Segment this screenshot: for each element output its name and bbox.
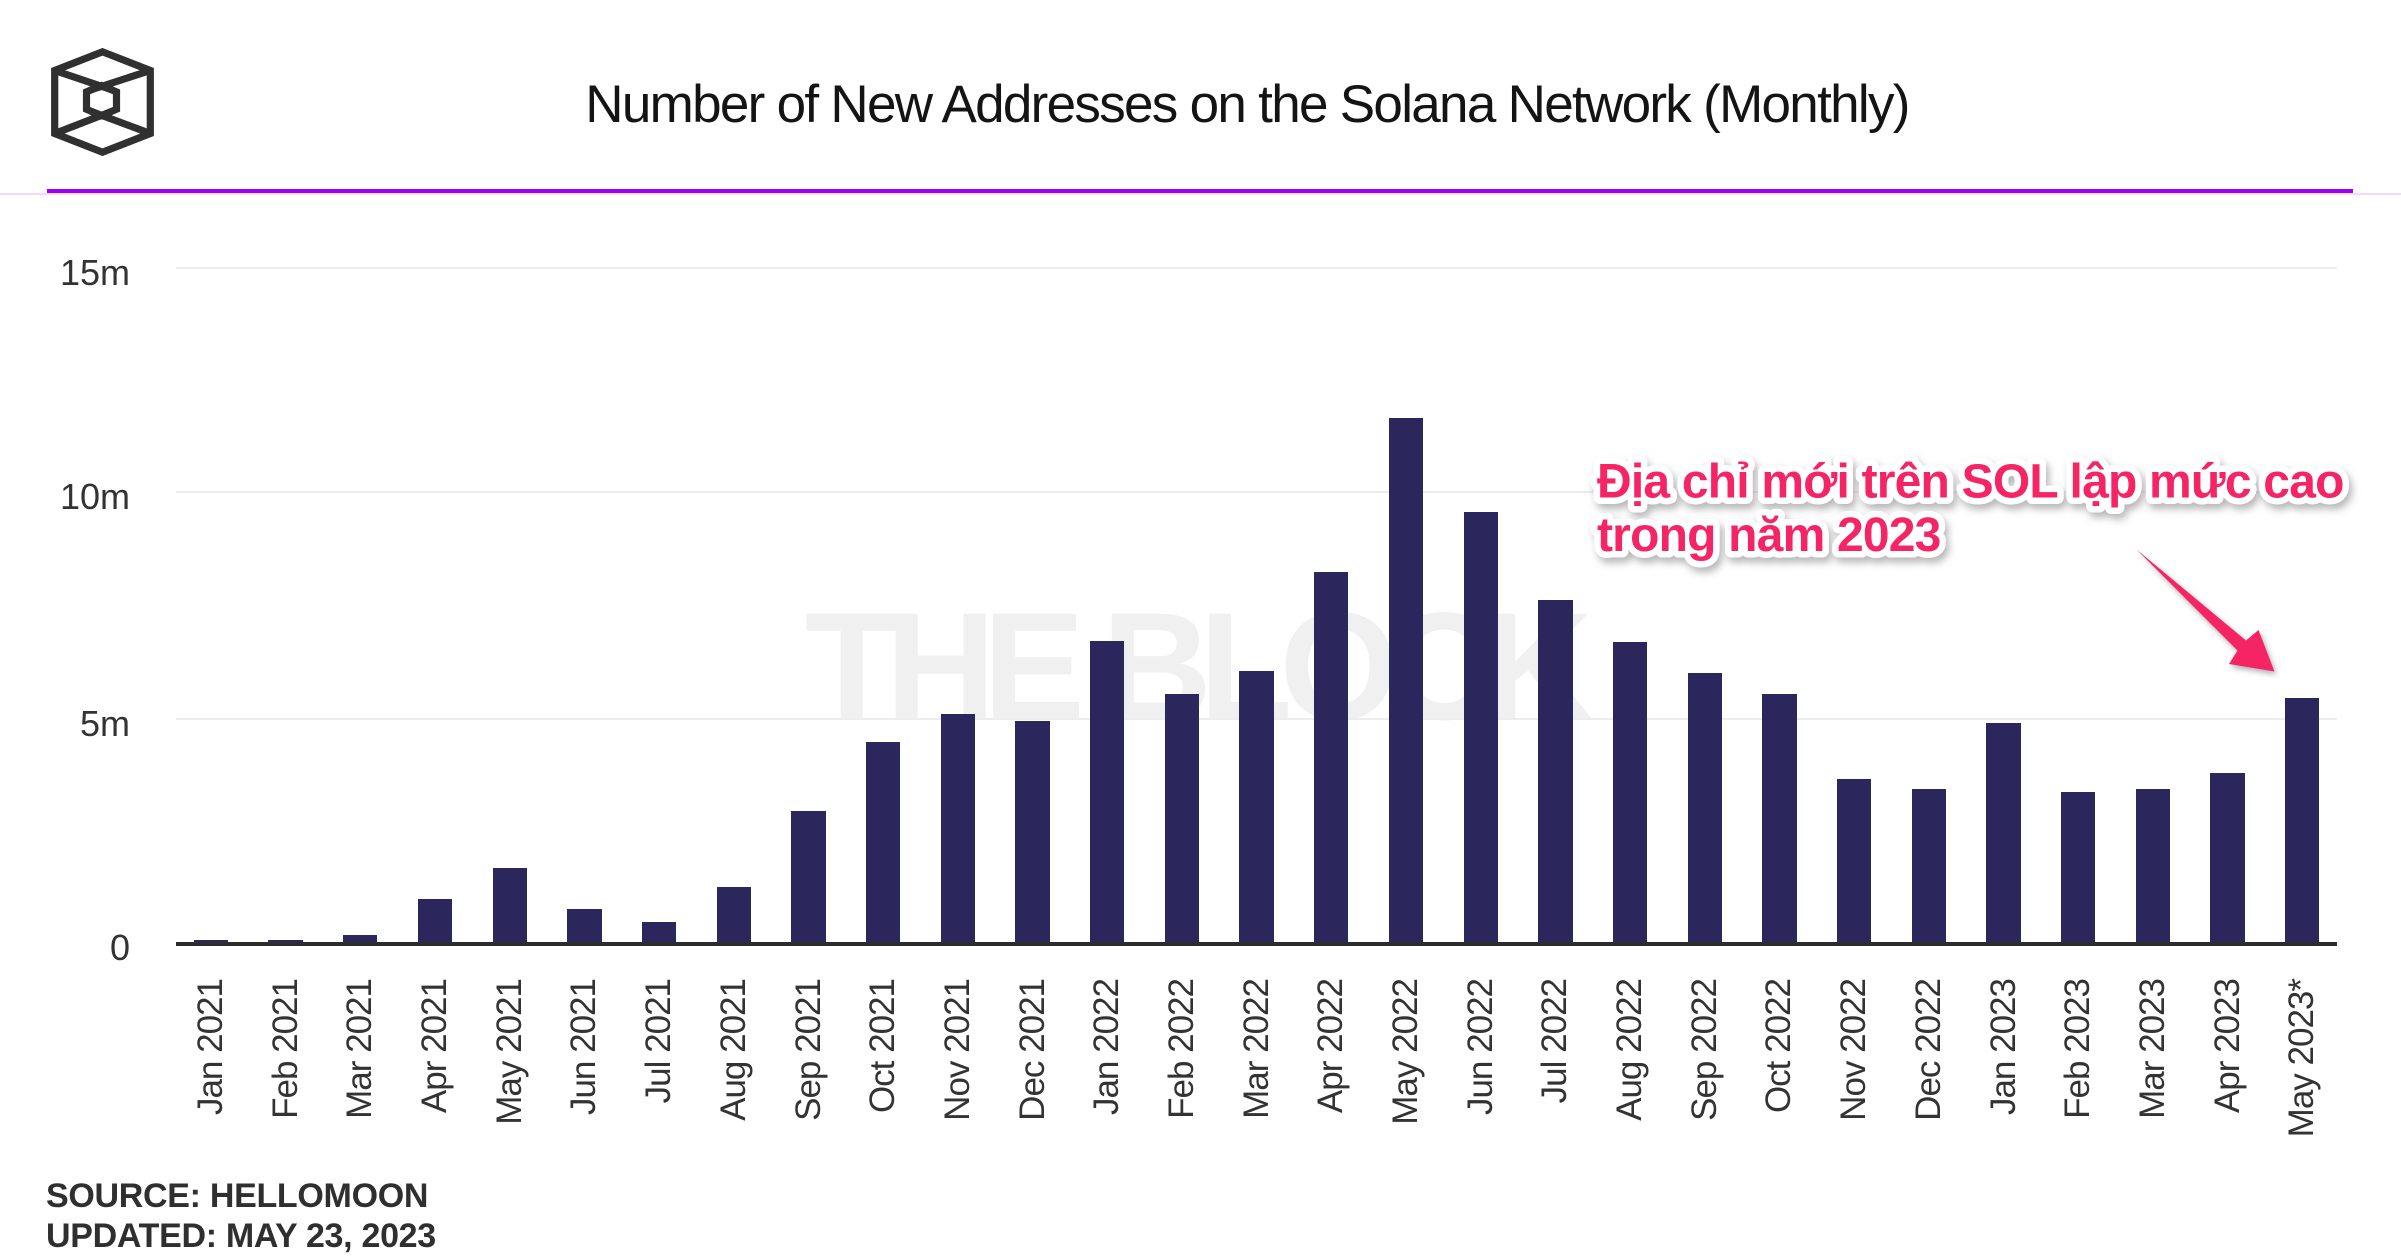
svg-text:trong năm 2023: trong năm 2023 xyxy=(1597,509,1941,562)
svg-text:Địa chỉ mới trên SOL lập mức c: Địa chỉ mới trên SOL lập mức cao xyxy=(1597,456,2344,509)
